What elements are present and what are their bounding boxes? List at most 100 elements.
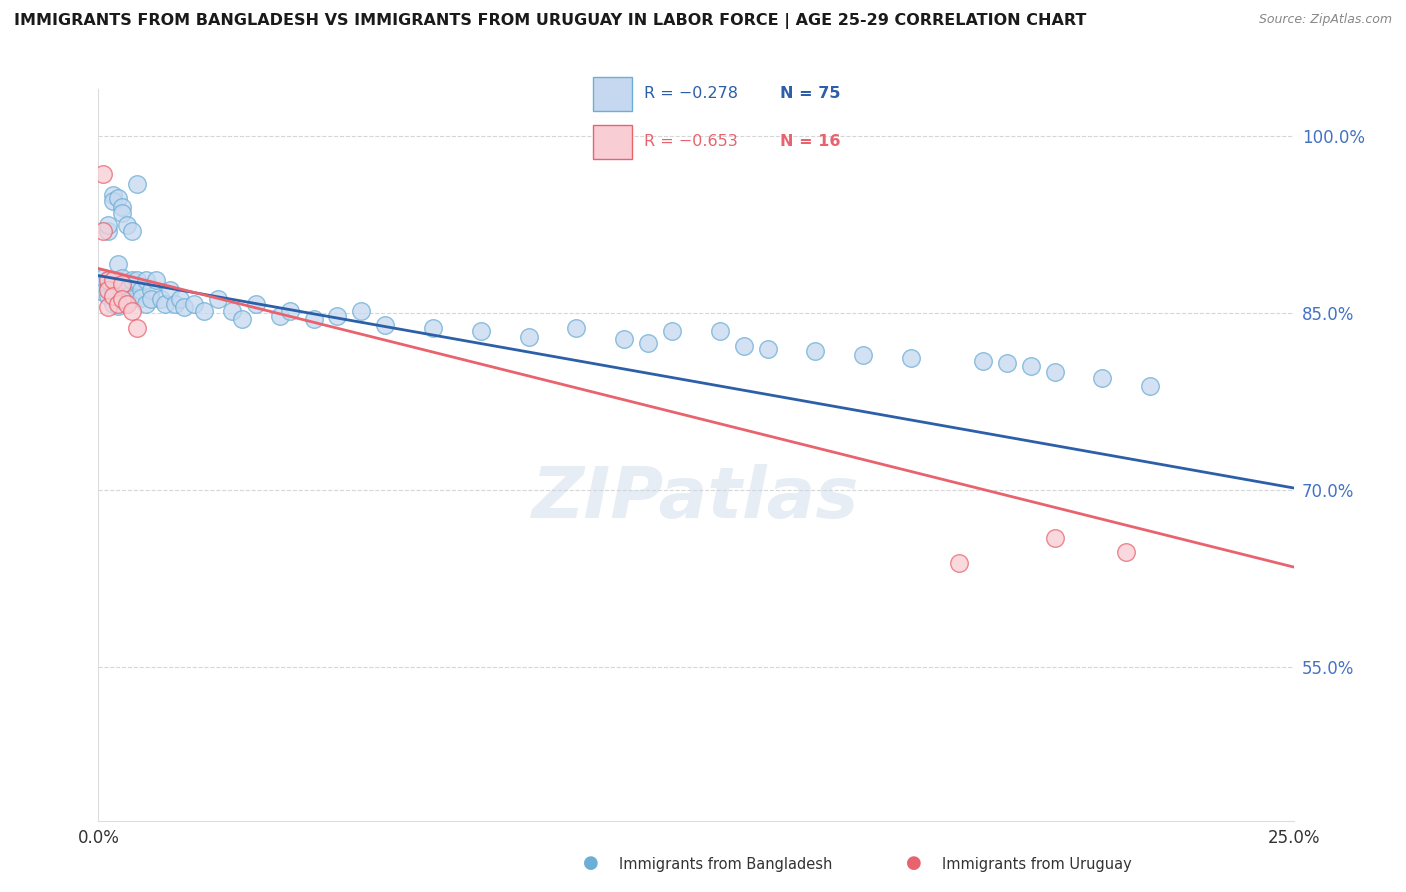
Point bbox=[125, 177, 148, 191]
Point bbox=[269, 309, 291, 323]
Point bbox=[637, 335, 659, 350]
Point bbox=[1043, 531, 1066, 545]
Point bbox=[101, 194, 124, 209]
Point bbox=[173, 301, 195, 315]
Point bbox=[169, 292, 191, 306]
Point bbox=[111, 277, 134, 291]
Point bbox=[245, 297, 267, 311]
Point bbox=[101, 283, 124, 297]
Text: ●: ● bbox=[582, 855, 599, 872]
Point bbox=[111, 285, 134, 299]
Point bbox=[221, 304, 243, 318]
Bar bbox=[592, 126, 631, 159]
Point bbox=[125, 273, 148, 287]
Point bbox=[163, 297, 186, 311]
Point bbox=[111, 200, 134, 214]
Point bbox=[145, 273, 167, 287]
Point bbox=[121, 273, 143, 287]
Point bbox=[97, 280, 120, 294]
Point bbox=[121, 224, 143, 238]
Point bbox=[131, 283, 153, 297]
Point bbox=[155, 297, 177, 311]
Point bbox=[97, 273, 120, 287]
Point bbox=[709, 324, 731, 338]
Point bbox=[1043, 365, 1066, 379]
Point bbox=[135, 297, 157, 311]
Point bbox=[121, 292, 143, 306]
Point bbox=[101, 273, 124, 287]
Text: N = 75: N = 75 bbox=[780, 86, 841, 101]
Point bbox=[193, 304, 215, 318]
Text: R = −0.278: R = −0.278 bbox=[644, 86, 738, 101]
Point bbox=[302, 312, 325, 326]
Text: Immigrants from Bangladesh: Immigrants from Bangladesh bbox=[619, 857, 832, 872]
Point bbox=[1019, 359, 1042, 374]
Text: R = −0.653: R = −0.653 bbox=[644, 135, 738, 149]
Point bbox=[139, 292, 162, 306]
Point bbox=[115, 288, 138, 302]
Point bbox=[470, 324, 492, 338]
Point bbox=[733, 339, 755, 353]
Point bbox=[207, 292, 229, 306]
Point bbox=[900, 351, 922, 366]
Point bbox=[97, 283, 120, 297]
Point bbox=[97, 218, 120, 232]
Point bbox=[1139, 379, 1161, 393]
Point bbox=[948, 557, 970, 571]
Point bbox=[139, 283, 162, 297]
Point bbox=[91, 271, 114, 285]
Point bbox=[107, 297, 129, 311]
Point bbox=[183, 297, 205, 311]
Bar bbox=[592, 77, 631, 111]
Point bbox=[125, 320, 148, 334]
Point bbox=[565, 320, 588, 334]
Point bbox=[115, 297, 138, 311]
Point bbox=[97, 288, 120, 302]
Point bbox=[101, 297, 124, 311]
Point bbox=[107, 299, 129, 313]
Text: ZIPatlas: ZIPatlas bbox=[533, 465, 859, 533]
Point bbox=[661, 324, 683, 338]
Point bbox=[149, 292, 172, 306]
Point bbox=[101, 188, 124, 202]
Point bbox=[111, 206, 134, 220]
Point bbox=[1115, 544, 1137, 558]
Point bbox=[107, 257, 129, 271]
Text: Immigrants from Uruguay: Immigrants from Uruguay bbox=[942, 857, 1132, 872]
Point bbox=[111, 277, 134, 291]
Point bbox=[972, 353, 994, 368]
Point bbox=[131, 291, 153, 305]
Point bbox=[115, 283, 138, 297]
Point bbox=[326, 309, 349, 323]
Text: Source: ZipAtlas.com: Source: ZipAtlas.com bbox=[1258, 13, 1392, 27]
Point bbox=[111, 292, 134, 306]
Point bbox=[121, 304, 143, 318]
Point bbox=[91, 277, 114, 291]
Point bbox=[1091, 371, 1114, 385]
Point bbox=[804, 344, 827, 359]
Point bbox=[995, 356, 1018, 370]
Point bbox=[111, 271, 134, 285]
Point bbox=[97, 273, 120, 287]
Point bbox=[91, 285, 114, 299]
Point bbox=[159, 283, 181, 297]
Text: IMMIGRANTS FROM BANGLADESH VS IMMIGRANTS FROM URUGUAY IN LABOR FORCE | AGE 25-29: IMMIGRANTS FROM BANGLADESH VS IMMIGRANTS… bbox=[14, 13, 1087, 29]
Point bbox=[613, 332, 636, 346]
Point bbox=[852, 348, 875, 362]
Point bbox=[107, 292, 129, 306]
Point bbox=[135, 273, 157, 287]
Point bbox=[101, 288, 124, 302]
Point bbox=[231, 312, 253, 326]
Point bbox=[115, 218, 138, 232]
Point bbox=[97, 224, 120, 238]
Point bbox=[422, 320, 444, 334]
Point bbox=[91, 224, 114, 238]
Point bbox=[107, 191, 129, 205]
Point bbox=[278, 304, 301, 318]
Text: ●: ● bbox=[905, 855, 922, 872]
Point bbox=[756, 342, 779, 356]
Point bbox=[517, 330, 540, 344]
Point bbox=[374, 318, 396, 333]
Point bbox=[91, 167, 114, 181]
Point bbox=[97, 301, 120, 315]
